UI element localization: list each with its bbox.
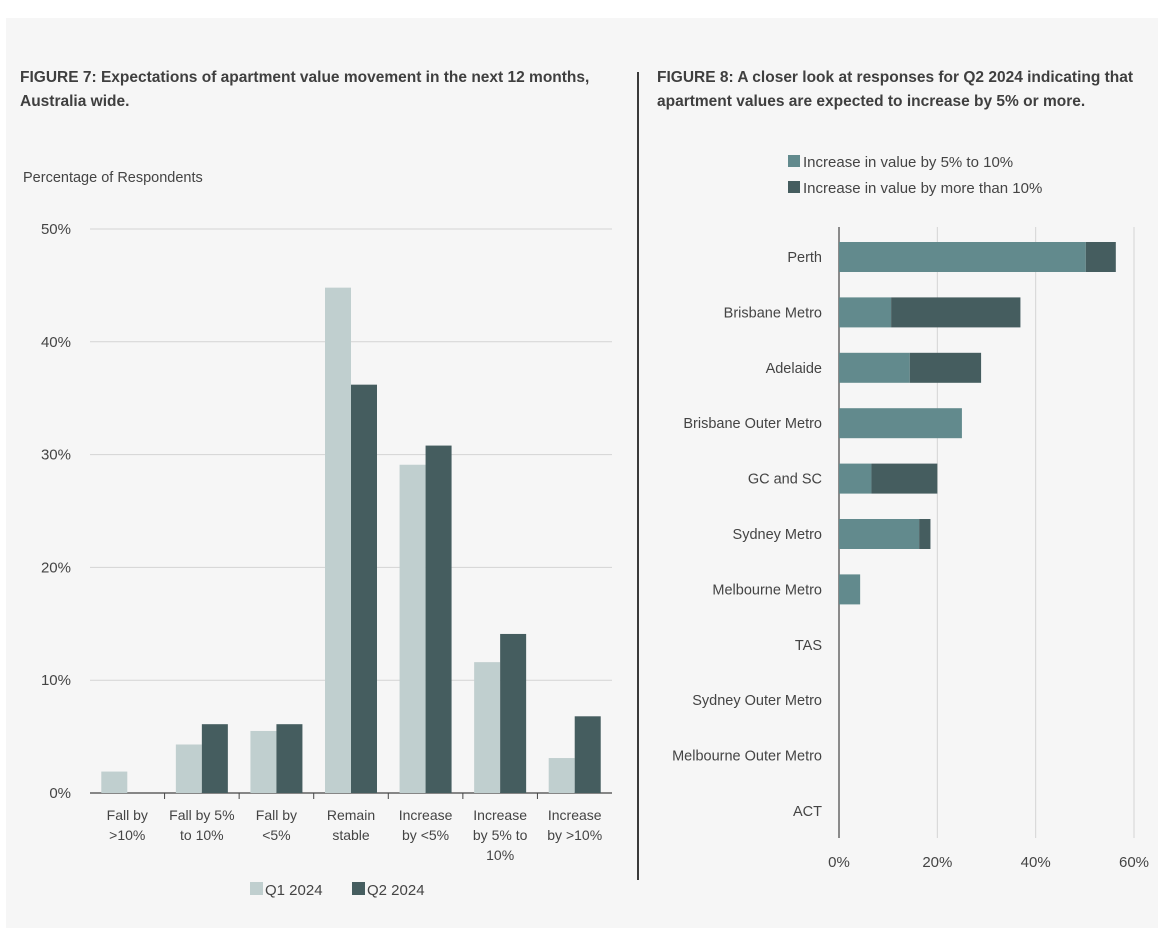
figure-8-bar-chart: Increase in value by 5% to 10% Increase i…	[672, 154, 1149, 871]
category-label: ACT	[793, 804, 822, 820]
x-tick-label: Fall by 5% to 10%	[169, 807, 234, 843]
category-label: Adelaide	[766, 361, 822, 377]
category-label: Brisbane Metro	[724, 305, 822, 321]
x-tick-label: Increase by <5%	[399, 807, 453, 843]
figure-8-title: FIGURE 8: A closer look at responses for…	[657, 69, 1134, 110]
legend-swatch	[250, 882, 263, 895]
bar-increase-over-10	[919, 519, 931, 549]
x-tick-label: Remain stable	[327, 807, 375, 843]
bar-increase-5-to-10	[839, 408, 962, 439]
bar-increase-5-to-10	[839, 519, 920, 549]
legend-label: Increase in value by more than 10%	[803, 180, 1042, 197]
bar-increase-5-to-10	[839, 352, 910, 383]
category-label: Sydney Outer Metro	[692, 693, 822, 709]
x-tick-label: Fall by >10%	[107, 807, 148, 843]
y-tick-label: 30%	[41, 447, 71, 464]
bar-q2	[574, 716, 601, 793]
bar-q2	[276, 724, 303, 793]
x-tick-label: Increase by >10%	[547, 807, 602, 843]
bar-q1	[101, 771, 128, 793]
bar-q2	[500, 633, 527, 793]
bar-q2	[201, 724, 228, 793]
legend-swatch	[788, 155, 800, 167]
category-label: GC and SC	[748, 472, 822, 488]
legend-label: Q1 2024	[265, 882, 323, 899]
bar-increase-over-10	[891, 297, 1021, 328]
bar-q1	[325, 287, 351, 793]
legend-swatch	[352, 882, 365, 895]
bar-increase-5-to-10	[839, 574, 861, 605]
category-label: Melbourne Metro	[712, 582, 822, 598]
y-tick-label: 0%	[49, 785, 71, 802]
category-label: Melbourne Outer Metro	[672, 749, 822, 765]
y-tick-label: 10%	[41, 672, 71, 689]
category-label: Sydney Metro	[733, 527, 822, 543]
legend-label: Increase in value by 5% to 10%	[803, 154, 1013, 171]
y-tick-label: 50%	[41, 221, 71, 238]
bar-q1	[399, 464, 426, 793]
x-tick-label: 60%	[1119, 854, 1149, 871]
x-tick-label: Fall by <5%	[256, 807, 297, 843]
figure-7-title: FIGURE 7: Expectations of apartment valu…	[20, 69, 590, 110]
x-tick-label: 0%	[828, 854, 850, 871]
x-tick-label: Increase by 5% to 10%	[473, 807, 528, 863]
x-tick-label: 40%	[1021, 854, 1051, 871]
bar-increase-5-to-10	[839, 463, 872, 494]
bar-increase-5-to-10	[839, 242, 1086, 272]
figure-7-column-chart: Percentage of Respondents 0% 10% 20% 30% 40% 5…	[23, 170, 612, 899]
bar-q1	[175, 744, 202, 793]
bar-q2	[351, 384, 377, 793]
y-axis-label: Percentage of Respondents	[23, 170, 203, 186]
bar-q1	[548, 758, 575, 793]
legend-label: Q2 2024	[367, 882, 425, 899]
figure-divider	[637, 72, 639, 880]
x-tick-label: 20%	[922, 854, 952, 871]
category-label: TAS	[795, 638, 822, 654]
bar-increase-over-10	[871, 463, 938, 494]
y-tick-label: 20%	[41, 559, 71, 576]
category-label: Brisbane Outer Metro	[683, 416, 822, 432]
bar-increase-over-10	[909, 352, 982, 383]
bar-q1	[474, 662, 501, 793]
y-tick-label: 40%	[41, 334, 71, 351]
bar-q2	[425, 445, 452, 793]
legend-swatch	[788, 181, 800, 193]
bar-increase-5-to-10	[839, 297, 892, 328]
category-label: Perth	[787, 250, 822, 266]
bar-q1	[250, 730, 277, 793]
bar-increase-over-10	[1085, 242, 1116, 272]
